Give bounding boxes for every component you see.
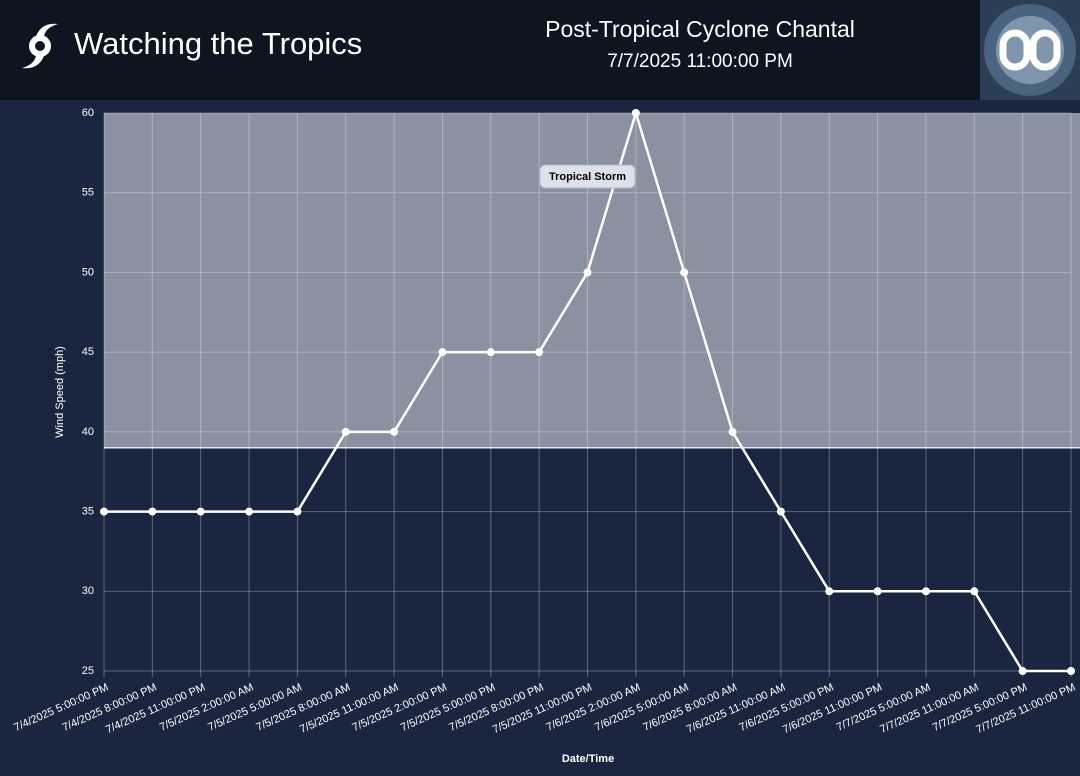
- point: [438, 348, 447, 357]
- point: [486, 348, 495, 357]
- chart-subtitle: 7/7/2025 11:00:00 PM: [607, 51, 793, 72]
- point: [921, 587, 930, 596]
- point: [728, 427, 737, 436]
- y-tick-label: 60: [82, 107, 94, 119]
- point: [341, 427, 350, 436]
- band-label-text: Tropical Storm: [549, 171, 626, 183]
- point: [196, 507, 205, 516]
- hurricane-icon: [22, 23, 58, 69]
- point: [680, 268, 689, 277]
- point: [293, 507, 302, 516]
- point: [873, 587, 882, 596]
- y-tick-label: 40: [82, 426, 94, 438]
- point: [825, 587, 834, 596]
- point: [245, 507, 254, 516]
- point: [390, 427, 399, 436]
- point: [148, 507, 157, 516]
- y-tick-label: 45: [82, 346, 94, 358]
- point: [100, 507, 108, 516]
- y-tick-label: 30: [82, 585, 94, 597]
- brand-title: Watching the Tropics: [74, 26, 362, 61]
- point: [583, 268, 592, 277]
- y-tick-label: 50: [82, 266, 94, 278]
- band-label: Tropical Storm: [539, 164, 636, 189]
- y-tick-label: 35: [82, 505, 94, 517]
- point: [631, 109, 640, 117]
- storm-band: [104, 113, 1080, 448]
- point: [776, 507, 785, 516]
- point: [535, 348, 544, 357]
- x-axis-label: Date/Time: [562, 753, 614, 765]
- header-bar: [0, 0, 1080, 100]
- point: [970, 587, 979, 596]
- chart-title: Post-Tropical Cyclone Chantal: [545, 16, 855, 42]
- y-tick-label: 25: [82, 665, 94, 677]
- y-tick-label: 55: [82, 187, 94, 199]
- y-axis-label: Wind Speed (mph): [54, 346, 66, 438]
- point: [1018, 667, 1027, 675]
- logo: [980, 0, 1080, 100]
- band-label-box: [539, 164, 636, 189]
- point: [1067, 667, 1075, 675]
